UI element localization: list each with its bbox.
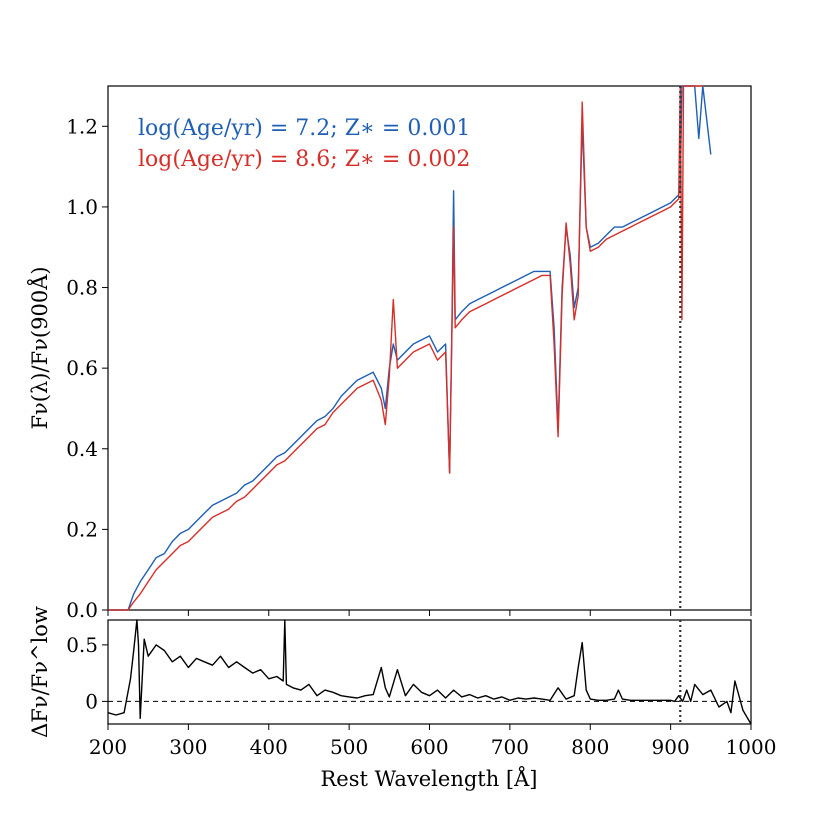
top-series-group <box>108 85 712 611</box>
top-y-axis-title: Fν(λ)/Fν(900Å) <box>27 266 52 429</box>
top-y-tick-label: 1.0 <box>66 195 98 219</box>
bottom-y-ticks: 00.5 <box>66 633 108 713</box>
bottom-series-line-1 <box>107 619 752 725</box>
bottom-x-ticks: 200 300 400 500 600 700 800 900 1000 <box>89 724 777 759</box>
bottom-y-axis-title: ΔFν/Fν^low <box>28 606 52 738</box>
bottom-y-tick-label: 0.5 <box>66 633 98 657</box>
bottom-panel: 00.5 200 300 400 500 600 700 800 900 1000 ΔFν/Fν… <box>28 606 776 791</box>
x-tick-label: 700 <box>491 735 529 759</box>
bottom-y-tick-label: 0 <box>85 689 98 713</box>
top-y-tick-label: 0.0 <box>66 598 98 622</box>
x-tick-label: 400 <box>250 735 288 759</box>
top-series-line-2 <box>108 85 703 611</box>
top-y-tick-label: 0.2 <box>66 517 98 541</box>
top-y-ticks: 0.0 0.2 0.4 0.6 0.8 1.0 1.2 <box>66 114 108 622</box>
x-tick-label: 500 <box>330 735 368 759</box>
legend-entry-2: log(Age/yr) = 8.6; Z∗ = 0.002 <box>138 147 470 172</box>
top-y-tick-label: 1.2 <box>66 114 98 138</box>
bottom-plot-frame <box>107 619 752 725</box>
legend-entry-1: log(Age/yr) = 7.2; Z∗ = 0.001 <box>138 116 470 141</box>
x-tick-label: 1000 <box>726 735 777 759</box>
bottom-series-group <box>107 619 752 725</box>
x-axis-title: Rest Wavelength [Å] <box>320 766 537 791</box>
top-x-ticks <box>107 610 752 616</box>
x-tick-label: 900 <box>652 735 690 759</box>
top-y-tick-label: 0.6 <box>66 356 98 380</box>
x-tick-label: 300 <box>169 735 207 759</box>
top-y-tick-label: 0.8 <box>66 276 98 300</box>
x-tick-label: 200 <box>89 735 127 759</box>
top-y-tick-label: 0.4 <box>66 437 98 461</box>
x-tick-label: 600 <box>410 735 448 759</box>
x-tick-label: 800 <box>571 735 609 759</box>
top-panel: 0.0 0.2 0.4 0.6 0.8 1.0 1.2 Fν(λ)/Fν(900Å) log… <box>27 85 752 622</box>
